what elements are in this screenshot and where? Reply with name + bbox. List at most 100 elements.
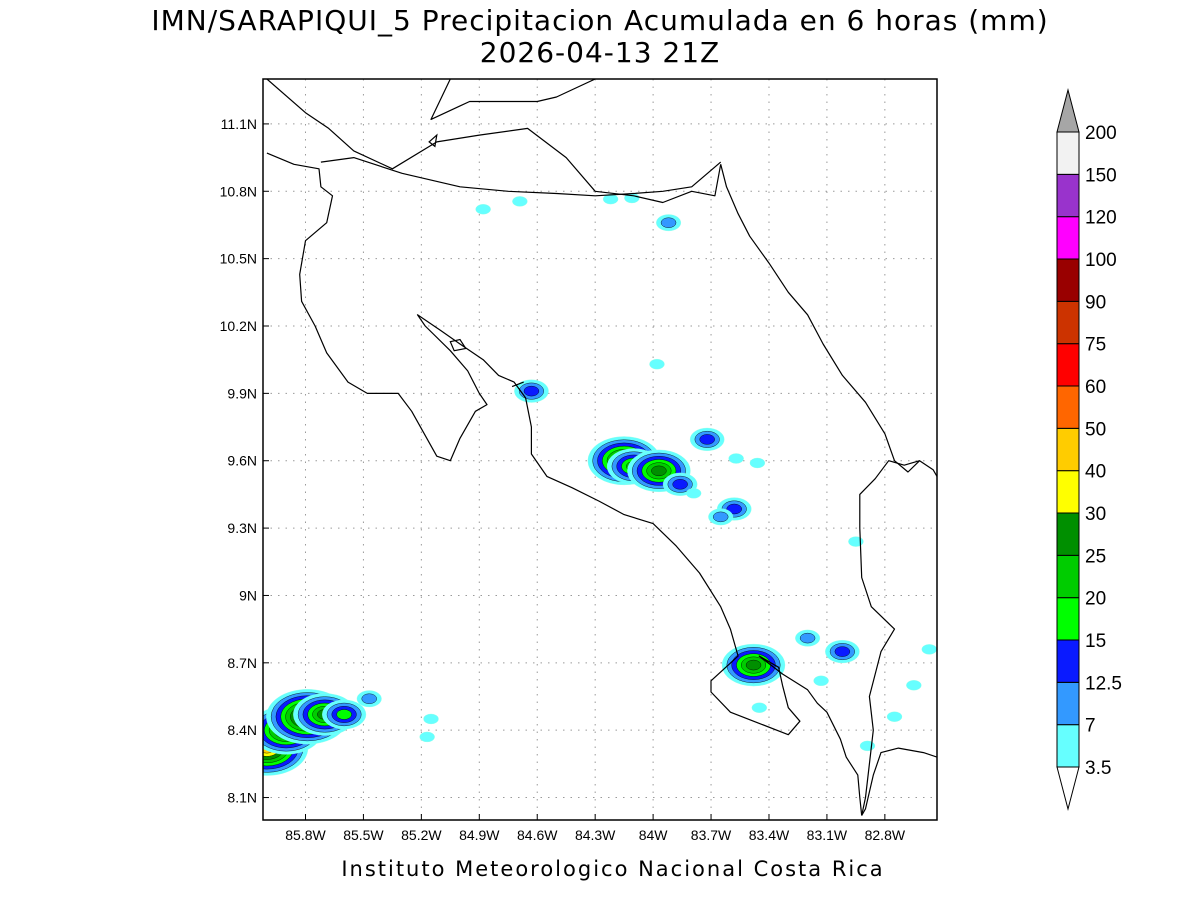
precip-cell: [602, 193, 619, 205]
precip-cell: [689, 427, 725, 451]
precip-contour: [921, 644, 937, 655]
lon-tick-label: 82.8W: [865, 827, 906, 843]
lon-tick-label: 84.9W: [459, 827, 500, 843]
precip-cell: [514, 379, 549, 403]
precip-contour: [523, 385, 540, 397]
colorbar-over-arrow: [1056, 88, 1080, 133]
precip-contour: [423, 713, 439, 725]
precip-cell: [512, 196, 528, 207]
lat-tick-label: 8.4N: [227, 722, 257, 738]
colorbar-label: 50: [1085, 419, 1106, 440]
title-line-2: 2026-04-13 21Z: [480, 36, 720, 69]
precip-cell: [322, 699, 367, 730]
precip-contour: [813, 675, 829, 686]
precip-contour: [699, 434, 715, 445]
colorbar-label: 25: [1085, 546, 1106, 567]
precip-cell: [749, 457, 766, 469]
colorbar-label: 20: [1085, 589, 1106, 610]
precip-cell: [708, 508, 734, 526]
precip-contour: [726, 503, 742, 515]
precip-cell: [649, 359, 665, 370]
colorbar-swatch: [1056, 470, 1080, 514]
precip-contour: [906, 680, 922, 691]
precip-cell: [423, 713, 439, 725]
precip-contour: [686, 488, 702, 499]
colorbar-label: 75: [1085, 335, 1106, 356]
colorbar-label: 120: [1085, 208, 1117, 229]
colorbar-swatch: [1056, 597, 1080, 641]
colorbar-label: 100: [1085, 250, 1117, 271]
lon-tick-label: 84W: [639, 827, 669, 843]
longitude-tick-labels: 85.8W 85.5W 85.2W 84.9W 84.6W 84.3W 84W 83.7W 83…: [285, 827, 906, 843]
institution-credit: Instituto Meteorologico Nacional Costa R…: [341, 857, 884, 881]
map-grid: [263, 79, 937, 820]
precip-cell: [686, 488, 702, 499]
precip-contour: [749, 457, 766, 469]
precip-contour: [602, 193, 619, 205]
lat-tick-label: 8.7N: [227, 655, 257, 671]
lat-tick-label: 10.8N: [220, 183, 257, 199]
lon-tick-label: 84.3W: [575, 827, 616, 843]
precip-cell: [728, 453, 744, 464]
colorbar-label: 200: [1085, 123, 1117, 144]
lat-tick-label: 11.1N: [221, 116, 257, 132]
colorbar-swatch: [1056, 512, 1080, 556]
precip-contour: [848, 536, 864, 547]
precip-contour: [419, 731, 435, 743]
colorbar-label: 3.5: [1085, 758, 1111, 779]
precip-cell: [859, 740, 876, 752]
precip-contour: [649, 359, 665, 370]
title-line-1: IMN/SARAPIQUI_5 Precipitacion Acumulada …: [151, 4, 1048, 37]
colorbar-swatch: [1056, 343, 1080, 387]
lat-tick-label: 9.3N: [227, 520, 257, 536]
lon-tick-label: 85.8W: [285, 827, 326, 843]
colorbar-swatch: [1056, 131, 1080, 175]
lat-tick-label: 10.5N: [220, 251, 257, 267]
precip-cell: [906, 680, 922, 691]
lake-outline: [428, 133, 438, 148]
lon-tick-label: 83.7W: [691, 827, 732, 843]
colorbar-swatch: [1056, 639, 1080, 683]
colorbar-label: 90: [1085, 292, 1106, 313]
precip-contour: [834, 646, 851, 657]
coastline: [430, 79, 596, 120]
coastlines-and-borders: [266, 79, 937, 816]
colorbar-swatch: [1056, 724, 1080, 768]
precip-cell: [848, 536, 864, 547]
precip-contour: [859, 740, 876, 752]
colorbar-swatch: [1056, 554, 1080, 599]
precip-contour: [512, 196, 528, 207]
lat-tick-label: 9.6N: [227, 453, 257, 469]
colorbar-label: 150: [1085, 165, 1117, 186]
precip-contour: [713, 511, 729, 523]
coastline: [511, 381, 524, 388]
lon-tick-label: 85.5W: [343, 827, 384, 843]
precip-cell: [656, 214, 682, 232]
lake-outline: [449, 338, 467, 352]
coastline: [266, 79, 722, 204]
colorbar-swatch: [1056, 385, 1080, 429]
precip-contour: [336, 709, 352, 720]
precip-contour: [651, 465, 667, 477]
precip-contour: [751, 702, 767, 713]
colorbar-swatch: [1056, 173, 1080, 218]
map-frame: [262, 78, 938, 821]
precip-contour: [361, 693, 377, 704]
colorbar-label: 30: [1085, 504, 1106, 525]
colorbar-swatch: [1056, 427, 1080, 472]
colorbar-label: 12.5: [1085, 673, 1122, 694]
precip-contour: [728, 453, 744, 464]
precipitation-field: [263, 192, 937, 776]
latitude-tick-labels: 11.1N 10.8N 10.5N 10.2N 9.9N 9.6N 9.3N 9N 8.7N 8.…: [220, 116, 257, 806]
colorbar-label: 15: [1085, 631, 1106, 652]
lon-tick-label: 85.2W: [401, 827, 442, 843]
lon-tick-label: 84.6W: [517, 827, 558, 843]
precip-contour: [745, 659, 762, 671]
lat-tick-label: 10.2N: [220, 318, 257, 334]
precip-cell: [921, 644, 937, 655]
precip-cell: [825, 640, 860, 664]
precip-cell: [886, 711, 903, 722]
precip-contour: [799, 632, 816, 644]
colorbar-swatch: [1056, 300, 1080, 345]
